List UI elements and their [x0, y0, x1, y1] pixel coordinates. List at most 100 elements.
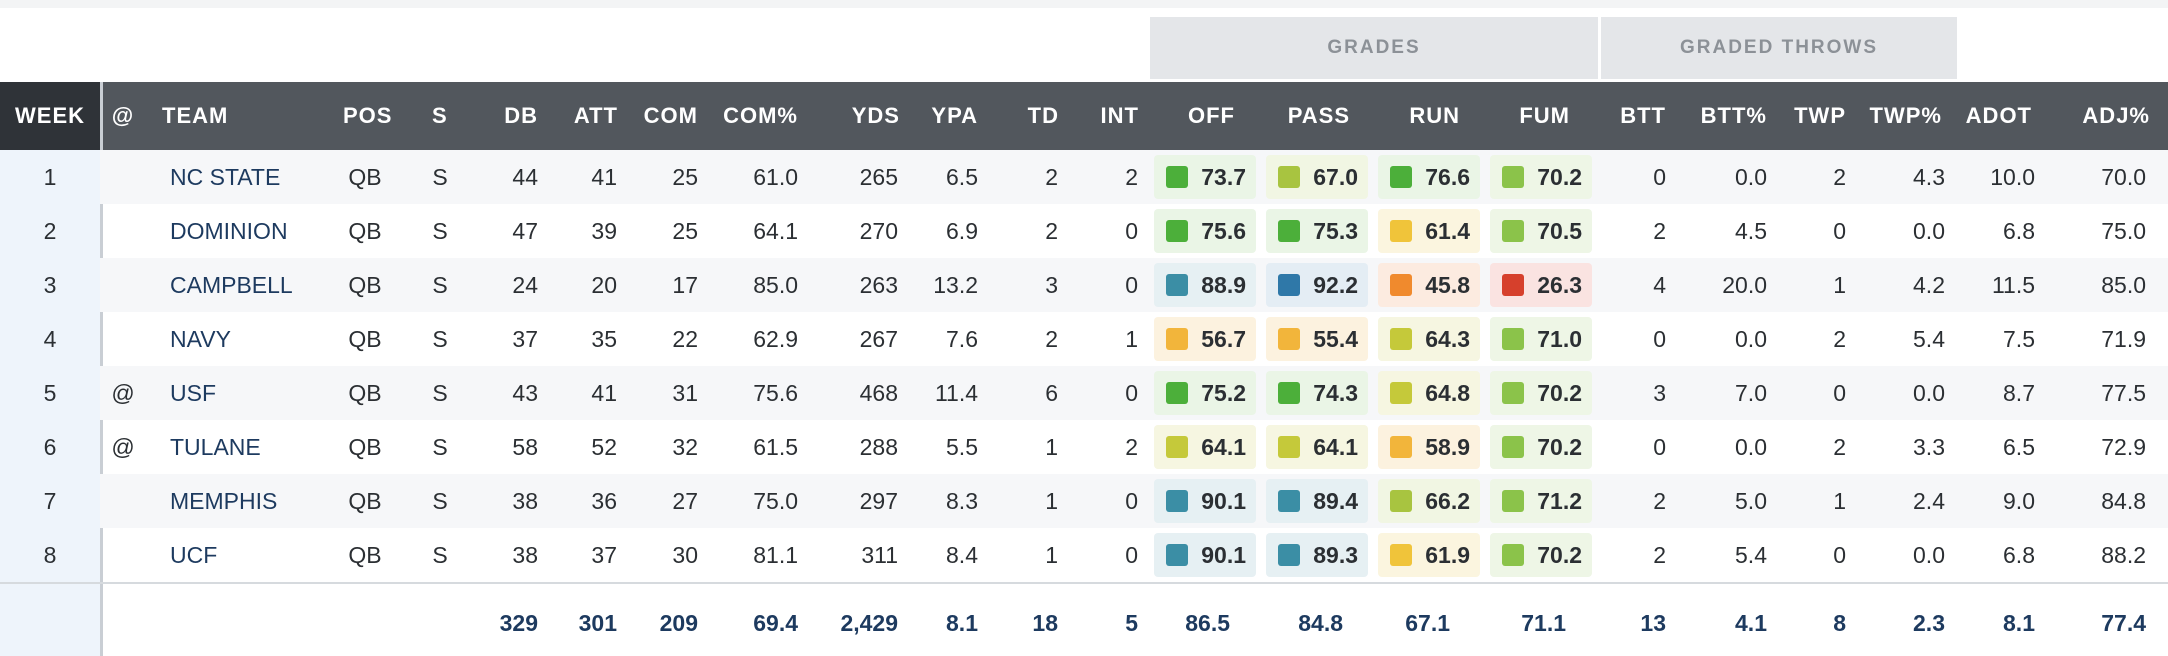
grade-color-square-icon	[1166, 436, 1188, 458]
column-header-att[interactable]: ATT	[573, 103, 618, 128]
cell-btt: 2	[1653, 217, 1666, 244]
grade-color-square-icon	[1502, 274, 1524, 296]
column-header-at[interactable]: @	[111, 103, 135, 128]
table-row[interactable]: 6 @ TULANE QB S 58 52 32 61.5 288 5.5 1 2 0 0.0 2 3.3 6.5…	[0, 420, 2168, 474]
cell-int: 2	[1125, 163, 1138, 190]
column-header-com[interactable]: COM	[643, 103, 698, 128]
grade-value: 55.4	[1313, 325, 1358, 352]
cell-pos: QB	[348, 541, 382, 568]
total-twp: 8	[1833, 609, 1846, 636]
table-row[interactable]: 8 UCF QB S 38 37 30 81.1 311 8.4 1 0 2 5.4 0 0.0 6.8 88.2…	[0, 528, 2168, 582]
cell-btt-pct: 0.0	[1735, 325, 1767, 352]
grade-fum: 70.2	[1490, 155, 1592, 199]
grade-run: 61.4	[1378, 209, 1480, 253]
column-header-pass[interactable]: PASS	[1287, 103, 1350, 128]
cell-twp-pct: 5.4	[1913, 325, 1945, 352]
total-com: 209	[659, 609, 698, 636]
cell-s: S	[432, 271, 448, 298]
grade-value: 56.7	[1201, 325, 1246, 352]
cell-com: 17	[672, 271, 698, 298]
grade-value: 64.1	[1201, 433, 1246, 460]
column-header-pos[interactable]: POS	[343, 103, 393, 128]
column-header-btt[interactable]: BTT	[1620, 103, 1666, 128]
cell-ypa: 8.4	[946, 541, 978, 568]
table-row[interactable]: 7 MEMPHIS QB S 38 36 27 75.0 297 8.3 1 0 2 5.0 1 2.4 9.0…	[0, 474, 2168, 528]
table-row[interactable]: 2 DOMINION QB S 47 39 25 64.1 270 6.9 2 0 2 4.5 0 0.0 6.…	[0, 204, 2168, 258]
cell-twp-pct: 2.4	[1913, 487, 1945, 514]
column-header-team[interactable]: TEAM	[162, 103, 229, 128]
table-row[interactable]: 1 NC STATE QB S 44 41 25 61.0 265 6.5 2 2 0 0.0 2 4.3 10…	[0, 150, 2168, 204]
total-ypa: 8.1	[946, 609, 978, 636]
cell-comp-pct: 81.1	[753, 541, 798, 568]
cell-ypa: 6.9	[946, 217, 978, 244]
column-header-s[interactable]: S	[432, 103, 448, 128]
total-btt-pct: 4.1	[1735, 609, 1767, 636]
cell-adot: 9.0	[2003, 487, 2035, 514]
grade-color-square-icon	[1278, 436, 1300, 458]
cell-team[interactable]: NAVY	[170, 325, 231, 352]
column-header-run[interactable]: RUN	[1409, 103, 1460, 128]
grade-color-square-icon	[1278, 544, 1300, 566]
group-header-graded-throws-label: GRADED THROWS	[1679, 37, 1879, 58]
column-header-fum[interactable]: FUM	[1519, 103, 1570, 128]
cell-team[interactable]: CAMPBELL	[170, 271, 293, 298]
cell-week: 4	[43, 325, 57, 352]
table-row[interactable]: 4 NAVY QB S 37 35 22 62.9 267 7.6 2 1 0 0.0 2 5.4 7.5 71.…	[0, 312, 2168, 366]
cell-week: 6	[43, 433, 57, 460]
column-header-ypa[interactable]: YPA	[931, 103, 978, 128]
grade-run: 61.9	[1378, 533, 1480, 577]
cell-team[interactable]: UCF	[170, 541, 218, 568]
cell-team[interactable]: NC STATE	[170, 163, 281, 190]
total-off: 86.5	[1185, 609, 1230, 636]
column-header-db[interactable]: DB	[504, 103, 538, 128]
grade-value: 61.9	[1425, 541, 1470, 568]
grade-run: 66.2	[1378, 479, 1480, 523]
cell-s: S	[432, 163, 448, 190]
column-header-week[interactable]: WEEK	[0, 82, 100, 150]
cell-team[interactable]: MEMPHIS	[170, 487, 278, 514]
cell-week: 7	[43, 487, 57, 514]
cell-at	[110, 150, 136, 204]
cell-team[interactable]: USF	[170, 379, 216, 406]
cell-comp-pct: 64.1	[753, 217, 798, 244]
cell-int: 0	[1125, 379, 1138, 406]
column-header-com-pct[interactable]: COM%	[723, 103, 798, 128]
grade-value: 73.7	[1201, 163, 1246, 190]
totals-divider	[0, 582, 2168, 584]
cell-td: 3	[1045, 271, 1058, 298]
table-row[interactable]: 5 @ USF QB S 43 41 31 75.6 468 11.4 6 0 3 7.0 0 0.0 8.7 77…	[0, 366, 2168, 420]
cell-at: @	[111, 433, 135, 460]
cell-twp: 2	[1833, 163, 1846, 190]
cell-yds: 468	[859, 379, 898, 406]
column-header-label: WEEK	[15, 103, 85, 128]
cell-pos: QB	[348, 433, 382, 460]
column-header-td[interactable]: TD	[1027, 103, 1059, 128]
grade-off: 75.6	[1154, 209, 1256, 253]
cell-team[interactable]: TULANE	[170, 433, 261, 460]
grade-off: 90.1	[1154, 533, 1256, 577]
column-header-int[interactable]: INT	[1100, 103, 1139, 128]
column-header-adot[interactable]: ADOT	[1965, 103, 2032, 128]
column-header-btt-pct[interactable]: BTT%	[1700, 103, 1767, 128]
top-strip	[0, 0, 2168, 8]
column-header-twp[interactable]: TWP	[1794, 103, 1846, 128]
group-header-grades-label: GRADES	[1327, 37, 1421, 58]
column-header-adj-pct[interactable]: ADJ%	[2082, 103, 2150, 128]
cell-com: 25	[672, 217, 698, 244]
cell-adj-pct: 77.5	[2101, 379, 2146, 406]
cell-adj-pct: 88.2	[2101, 541, 2146, 568]
column-header-twp-pct[interactable]: TWP%	[1869, 103, 1942, 128]
table-row[interactable]: 3 CAMPBELL QB S 24 20 17 85.0 263 13.2 3 0 4 20.0 1 4.2…	[0, 258, 2168, 312]
cell-team[interactable]: DOMINION	[170, 217, 288, 244]
cell-com: 30	[672, 541, 698, 568]
cell-twp-pct: 0.0	[1913, 379, 1945, 406]
column-header-off[interactable]: OFF	[1188, 103, 1235, 128]
grade-value: 74.3	[1313, 379, 1358, 406]
cell-adot: 6.8	[2003, 217, 2035, 244]
column-header-yds[interactable]: YDS	[851, 103, 900, 128]
table-header-row: WEEK @ TEAM POS S DB ATT COM COM% YDS YPA TD INT OFF…	[0, 82, 2168, 150]
cell-btt-pct: 5.4	[1735, 541, 1767, 568]
cell-com: 27	[672, 487, 698, 514]
cell-db: 43	[512, 379, 538, 406]
grade-color-square-icon	[1502, 166, 1524, 188]
